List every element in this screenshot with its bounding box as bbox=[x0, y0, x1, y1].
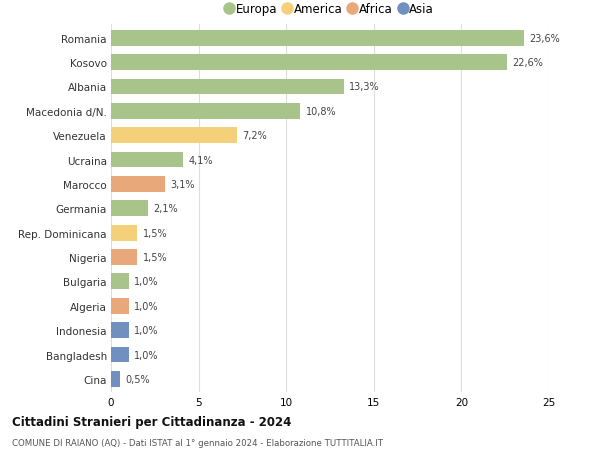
Bar bbox=[111, 298, 128, 314]
Text: COMUNE DI RAIANO (AQ) - Dati ISTAT al 1° gennaio 2024 - Elaborazione TUTTITALIA.: COMUNE DI RAIANO (AQ) - Dati ISTAT al 1°… bbox=[12, 438, 383, 448]
Text: 7,2%: 7,2% bbox=[242, 131, 267, 141]
Text: 1,0%: 1,0% bbox=[134, 301, 158, 311]
Text: 0,5%: 0,5% bbox=[125, 374, 149, 384]
Bar bbox=[111, 371, 120, 387]
Bar bbox=[111, 31, 524, 46]
Text: 13,3%: 13,3% bbox=[349, 82, 380, 92]
Bar bbox=[111, 250, 137, 265]
Text: 1,0%: 1,0% bbox=[134, 277, 158, 287]
Bar bbox=[111, 55, 507, 71]
Text: 10,8%: 10,8% bbox=[305, 106, 336, 117]
Bar bbox=[111, 128, 237, 144]
Bar bbox=[111, 79, 344, 95]
Bar bbox=[111, 347, 128, 363]
Bar bbox=[111, 104, 300, 119]
Text: 1,0%: 1,0% bbox=[134, 325, 158, 336]
Bar bbox=[111, 201, 148, 217]
Bar bbox=[111, 177, 166, 192]
Text: 1,0%: 1,0% bbox=[134, 350, 158, 360]
Text: 1,5%: 1,5% bbox=[143, 252, 167, 263]
Text: Cittadini Stranieri per Cittadinanza - 2024: Cittadini Stranieri per Cittadinanza - 2… bbox=[12, 415, 292, 428]
Text: 22,6%: 22,6% bbox=[512, 58, 543, 68]
Legend: Europa, America, Africa, Asia: Europa, America, Africa, Asia bbox=[226, 3, 434, 16]
Text: 1,5%: 1,5% bbox=[143, 228, 167, 238]
Text: 4,1%: 4,1% bbox=[188, 155, 212, 165]
Bar bbox=[111, 274, 128, 290]
Text: 3,1%: 3,1% bbox=[170, 179, 195, 190]
Bar bbox=[111, 323, 128, 338]
Bar bbox=[111, 152, 183, 168]
Bar bbox=[111, 225, 137, 241]
Text: 23,6%: 23,6% bbox=[530, 34, 560, 44]
Text: 2,1%: 2,1% bbox=[153, 204, 178, 214]
